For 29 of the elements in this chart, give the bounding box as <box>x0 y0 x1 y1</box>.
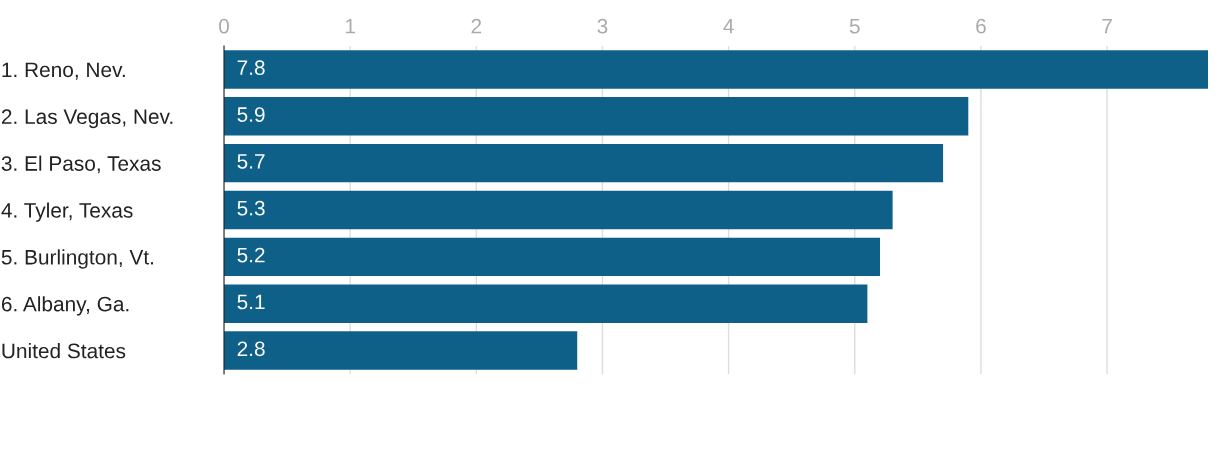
x-tick-label: 0 <box>219 18 229 34</box>
x-tick-label: 7 <box>1102 19 1112 34</box>
x-tick-label: 1 <box>345 19 355 34</box>
bar <box>224 237 880 277</box>
bar <box>224 97 969 136</box>
data-label: 5.9 <box>237 107 265 122</box>
data-label: 5.1 <box>237 294 265 310</box>
data-label: 5.3 <box>237 200 265 216</box>
y-tick-label: 3. El Paso, Texas <box>1 155 161 174</box>
bar <box>224 284 868 323</box>
data-label: 7.8 <box>237 60 265 76</box>
y-tick-label: 1. Reno, Nev. <box>2 62 125 80</box>
y-tick-label: United States <box>2 343 126 359</box>
bar <box>224 190 893 230</box>
y-tick-label: 5. Burlington, Vt. <box>1 249 154 269</box>
x-tick-label: 4 <box>723 19 734 34</box>
bar <box>224 143 944 183</box>
data-label: 5.2 <box>237 247 265 263</box>
x-tick-label: 3 <box>597 18 608 34</box>
x-tick-label: 5 <box>849 19 860 34</box>
y-tick-label: 2. Las Vegas, Nev. <box>1 109 173 129</box>
bar <box>224 50 1208 89</box>
bar <box>224 331 578 370</box>
y-tick-label: 6. Albany, Ga. <box>1 296 129 316</box>
data-label: 5.7 <box>237 154 265 169</box>
x-tick-label: 2 <box>471 18 482 34</box>
x-tick-label: 6 <box>976 18 986 34</box>
data-label: 2.8 <box>237 341 265 357</box>
y-tick-label: 4. Tyler, Texas <box>1 202 133 222</box>
